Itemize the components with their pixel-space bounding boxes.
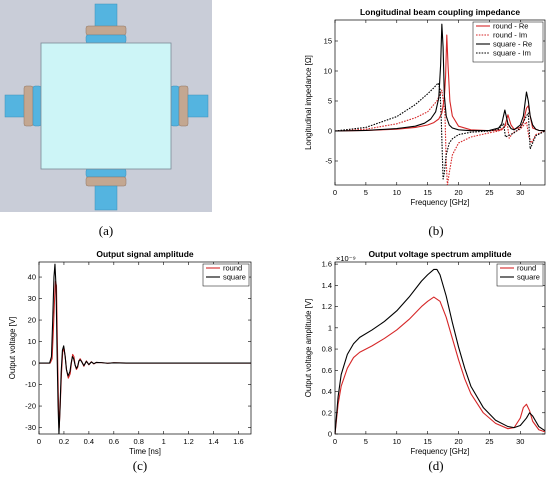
signal-x-tick-label: 1.4 xyxy=(208,437,218,446)
right-flange xyxy=(178,85,189,127)
impedance-x-tick-label: 5 xyxy=(364,188,368,197)
spectrum-y-tick-label: 1 xyxy=(328,323,332,332)
signal-x-tick-label: 0.4 xyxy=(84,437,94,446)
signal-y-tick-label: -30 xyxy=(25,423,36,432)
impedance-x-tick-label: 20 xyxy=(454,188,462,197)
spectrum-x-tick-label: 5 xyxy=(364,437,368,446)
spectrum-y-tick-label: 0 xyxy=(328,430,332,439)
signal-legend-entry: square xyxy=(223,273,246,282)
spectrum-x-tick-label: 0 xyxy=(333,437,337,446)
signal-x-tick-label: 1.2 xyxy=(183,437,193,446)
spectrum-series-round xyxy=(335,296,545,434)
right-pipe xyxy=(187,94,209,118)
impedance-x-tick-label: 30 xyxy=(516,188,524,197)
impedance-legend xyxy=(472,21,544,63)
cavity-box xyxy=(40,42,172,170)
impedance-y-axis-label: Longitudinal impedance [Ω] xyxy=(304,55,313,150)
left-pipe-ring xyxy=(32,85,42,127)
spectrum-y-axis-label: Output voltage amplitude [V] xyxy=(304,299,313,397)
signal-x-tick-label: 0.2 xyxy=(59,437,69,446)
impedance-plot-area xyxy=(334,19,546,186)
signal-y-tick-label: 0 xyxy=(32,359,36,368)
signal-series-round xyxy=(39,280,251,429)
signal-x-tick-label: 0.8 xyxy=(134,437,144,446)
impedance-legend-entry: square - Re xyxy=(493,40,532,49)
bottom-pipe-ring xyxy=(85,168,127,178)
spectrum-x-tick-label: 15 xyxy=(423,437,431,446)
spectrum-y-tick-label: 1.4 xyxy=(322,281,332,290)
signal-x-tick-label: 0 xyxy=(37,437,41,446)
impedance-y-tick-label: 5 xyxy=(328,97,332,106)
chart-signal: 0 0.2 0.4 0.6 0.8 1 1.2 1.4 1.6 -30 -20 -10 0 10 20 30 4… xyxy=(8,249,252,456)
impedance-y-tick-label: 0 xyxy=(328,127,332,136)
signal-x-tick-label: 1 xyxy=(162,437,166,446)
impedance-legend-entry: square - Im xyxy=(493,49,531,58)
signal-y-tick-label: 10 xyxy=(28,337,36,346)
signal-legend xyxy=(202,263,250,287)
impedance-series-square-re xyxy=(335,23,545,132)
signal-y-tick-label: 20 xyxy=(28,316,36,325)
caption-b: (b) xyxy=(428,223,443,238)
spectrum-x-tick-label: 20 xyxy=(454,437,462,446)
signal-y-tick-label: 30 xyxy=(28,294,36,303)
signal-y-tick-label: -10 xyxy=(25,380,36,389)
spectrum-legend-entry: square xyxy=(517,273,540,282)
impedance-y-tick-label: 15 xyxy=(324,37,332,46)
impedance-title: Longitudinal beam coupling impedance xyxy=(360,7,520,17)
impedance-legend-entry: round - Re xyxy=(493,22,528,31)
spectrum-legend xyxy=(496,263,544,287)
bottom-flange xyxy=(85,176,127,187)
impedance-series-square-im xyxy=(335,82,545,180)
spectrum-title: Output voltage spectrum amplitude xyxy=(368,249,511,259)
signal-x-tick-label: 1.6 xyxy=(233,437,243,446)
spectrum-legend-entry: round xyxy=(517,264,536,273)
spectrum-y-tick-label: 0.6 xyxy=(322,366,332,375)
spectrum-x-tick-label: 25 xyxy=(485,437,493,446)
spectrum-series-square xyxy=(335,268,545,434)
left-flange xyxy=(23,85,34,127)
spectrum-x-tick-label: 10 xyxy=(393,437,401,446)
signal-x-tick-label: 0.6 xyxy=(109,437,119,446)
spectrum-x-axis-label: Frequency [GHz] xyxy=(411,447,470,456)
impedance-legend-entry: round - Im xyxy=(493,31,527,40)
impedance-series-round-im xyxy=(335,89,545,185)
signal-y-tick-label: 40 xyxy=(28,273,36,282)
impedance-x-axis-label: Frequency [GHz] xyxy=(411,198,470,207)
signal-plot-area xyxy=(38,261,252,435)
caption-d: (d) xyxy=(428,458,443,473)
impedance-x-tick-label: 15 xyxy=(423,188,431,197)
signal-legend-entry: round xyxy=(223,264,242,273)
caption-a: (a) xyxy=(99,223,113,238)
impedance-x-tick-label: 0 xyxy=(333,188,337,197)
spectrum-y-tick-label: 1.2 xyxy=(322,302,332,311)
impedance-y-tick-label: -5 xyxy=(325,157,332,166)
beam-pipe-diagram xyxy=(0,0,212,212)
signal-x-axis-label: Time [ns] xyxy=(129,447,161,456)
bottom-pipe xyxy=(94,185,118,211)
chart-spectrum: 0 5 10 15 20 25 30 0 0.2 0.4 0.6 0.8 1 1.2 1.4 1.6 Outpu… xyxy=(304,249,546,456)
spectrum-y-tick-label: 1.6 xyxy=(322,260,332,269)
top-pipe-ring xyxy=(85,34,127,44)
chart-impedance: 0 5 10 15 20 25 30 -5 0 5 10 15 Longitudinal beam co… xyxy=(304,7,546,207)
spectrum-exponent-label: ×10⁻⁹ xyxy=(336,254,356,263)
impedance-x-tick-label: 10 xyxy=(393,188,401,197)
top-flange xyxy=(85,25,127,36)
spectrum-y-tick-label: 0.4 xyxy=(322,387,332,396)
signal-series-square xyxy=(39,263,251,434)
signal-title: Output signal amplitude xyxy=(96,249,194,259)
spectrum-y-tick-label: 0.2 xyxy=(322,408,332,417)
signal-y-tick-label: -20 xyxy=(25,402,36,411)
signal-y-axis-label: Output voltage [V] xyxy=(8,317,17,379)
spectrum-y-tick-label: 0.8 xyxy=(322,345,332,354)
spectrum-plot-area xyxy=(334,261,546,435)
right-pipe-ring xyxy=(170,85,180,127)
impedance-series-round-re xyxy=(335,34,545,132)
spectrum-x-tick-label: 30 xyxy=(516,437,524,446)
caption-c: (c) xyxy=(133,458,147,473)
impedance-y-tick-label: 10 xyxy=(324,67,332,76)
impedance-x-tick-label: 25 xyxy=(485,188,493,197)
